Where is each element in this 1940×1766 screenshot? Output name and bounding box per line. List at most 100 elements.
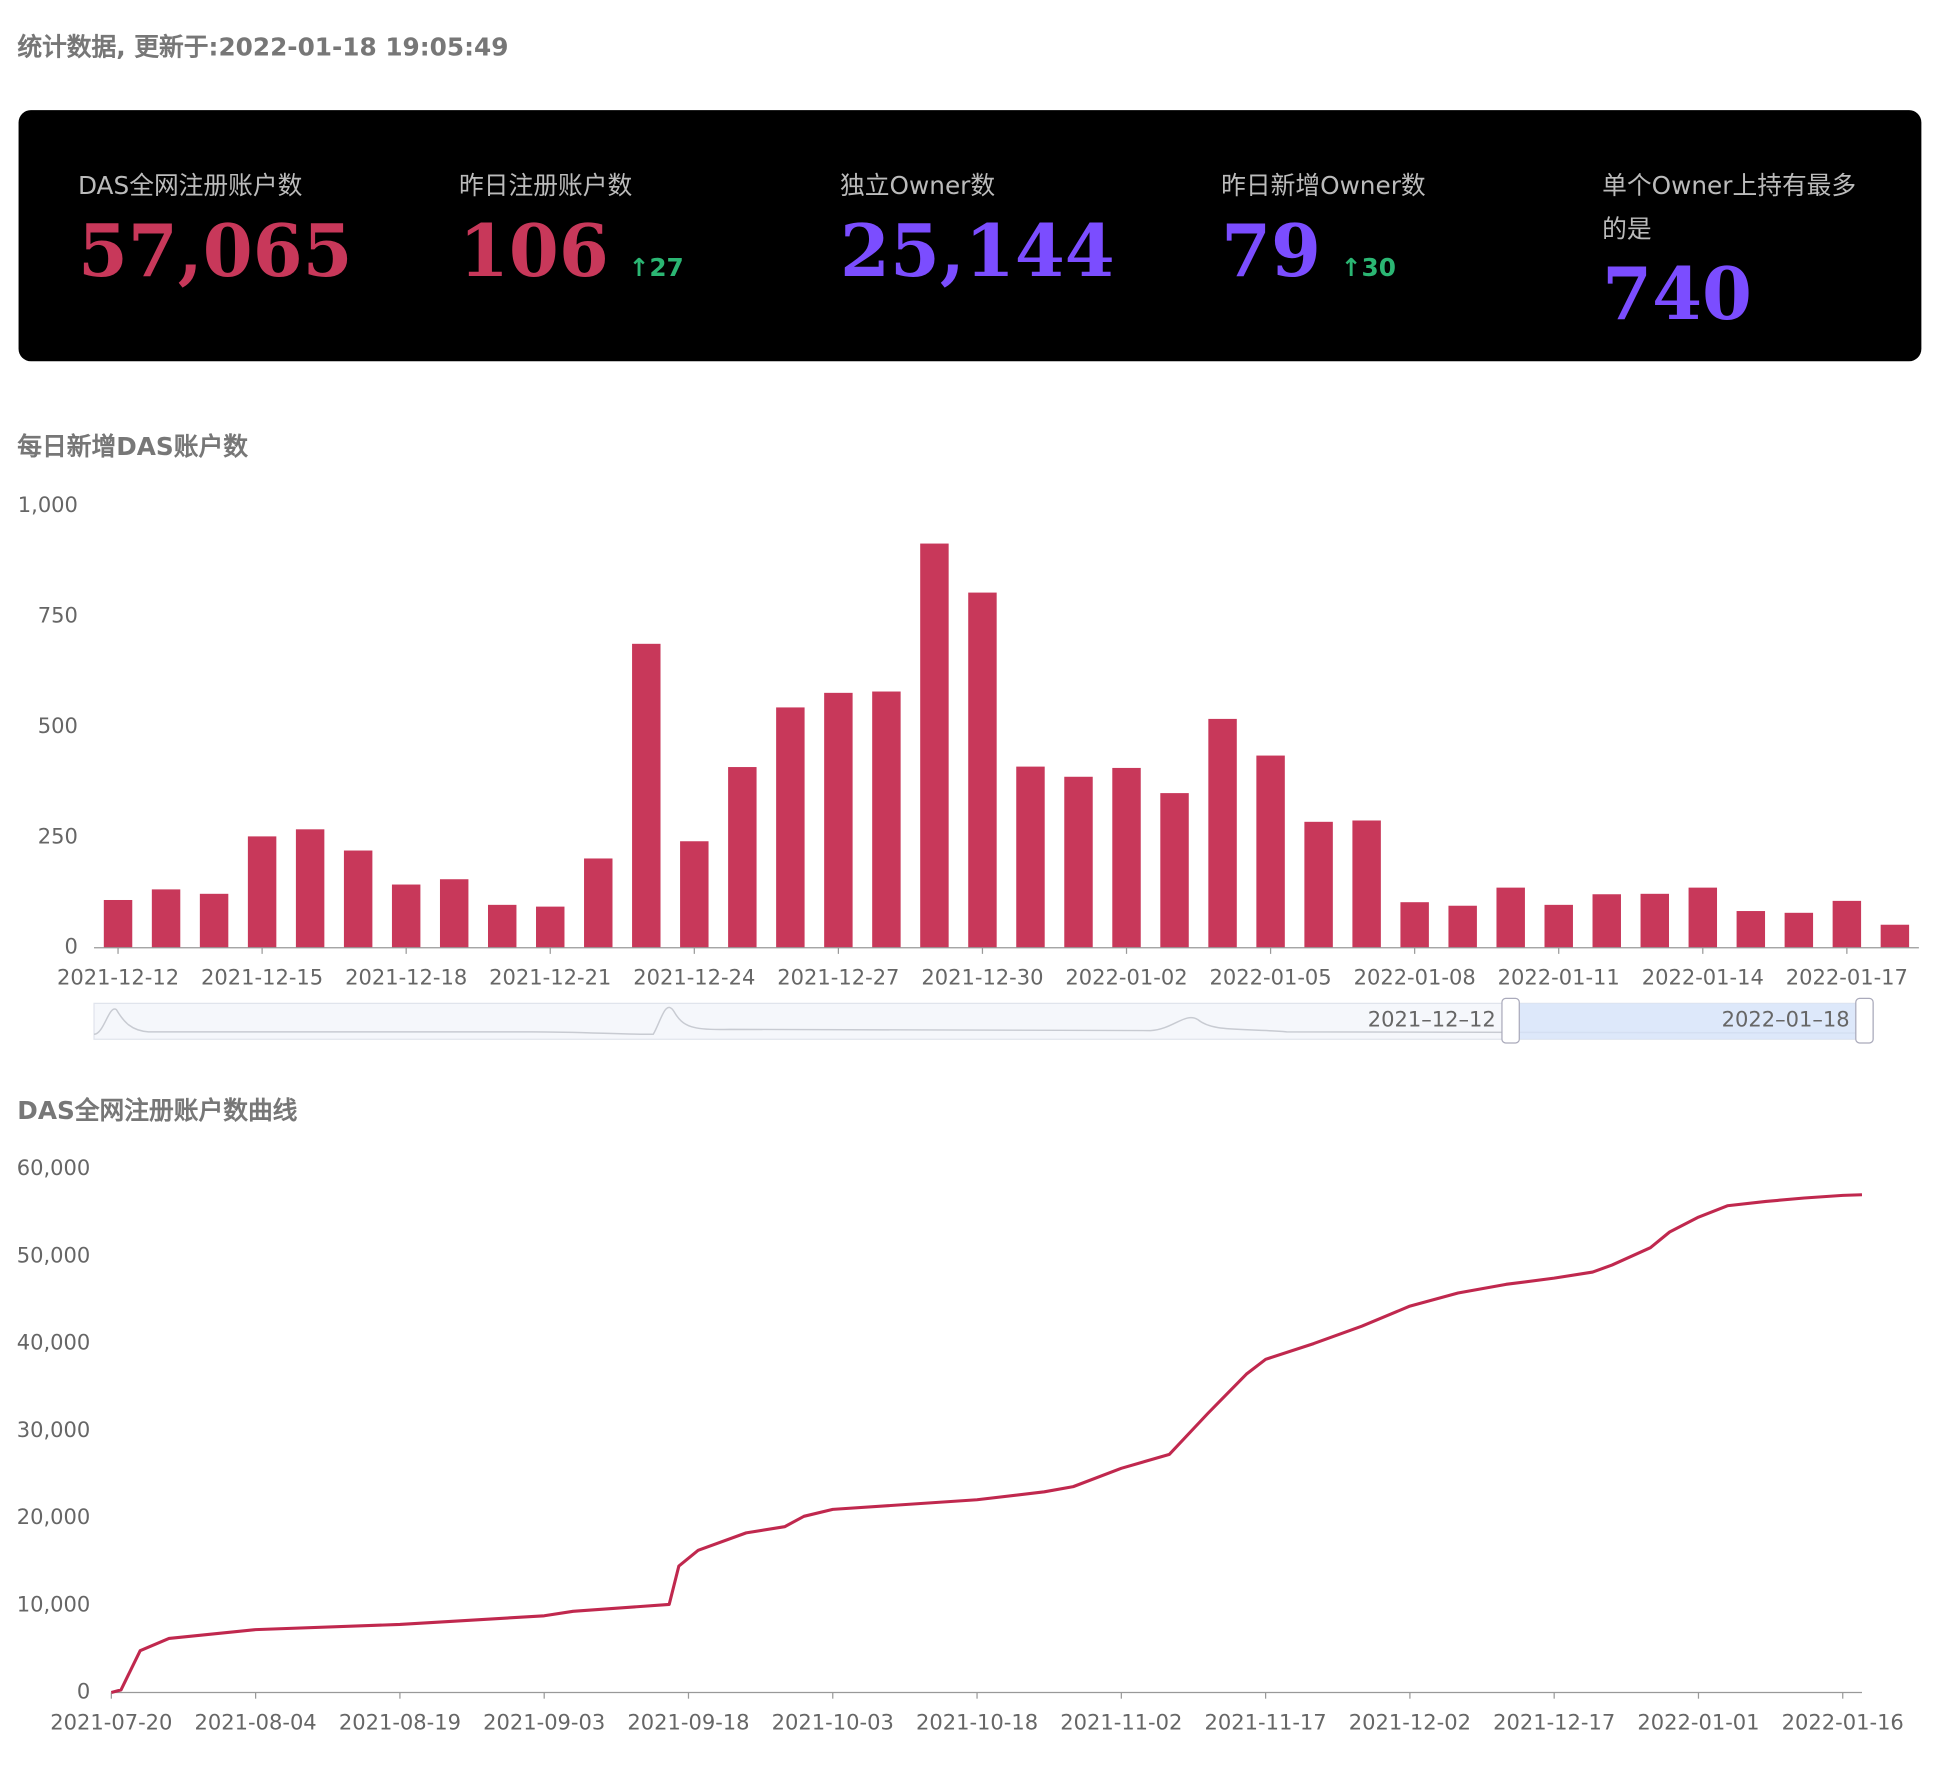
y-tick-label: 50,000 (17, 1242, 91, 1267)
bar (1400, 902, 1429, 948)
stat-value: 79 (1221, 209, 1321, 294)
x-tick-label: 2021-08-19 (339, 1709, 461, 1734)
y-tick-label: 40,000 (17, 1330, 91, 1355)
stat-card: 独立Owner数 25,144 (840, 165, 1115, 295)
x-tick-label: 2021-12-27 (777, 965, 899, 990)
stat-row: 106 ↑27 (459, 208, 731, 295)
stat-label: 昨日注册账户数 (459, 170, 633, 201)
line (110, 1193, 1863, 1694)
bar (1592, 894, 1621, 948)
bar (584, 858, 613, 948)
bar (1448, 905, 1477, 948)
bar (536, 906, 565, 948)
x-tick-label: 2021-12-17 (1493, 1709, 1615, 1734)
stat-card: 单个Owner上持有最多的是 740 (1602, 165, 1874, 338)
zoom-selection[interactable] (1510, 1003, 1865, 1040)
chart-title: DAS全网注册账户数曲线 (17, 1096, 297, 1125)
y-tick-label: 750 (38, 602, 78, 627)
x-tick-label: 2021-07-20 (50, 1709, 172, 1734)
stat-row: 57,065 (77, 208, 353, 295)
bar (1832, 900, 1862, 948)
x-tick-label: 2021-08-04 (195, 1709, 317, 1734)
y-tick-label: 10,000 (17, 1591, 91, 1616)
stat-value: 106 (459, 209, 609, 294)
bar (680, 841, 709, 948)
y-tick-label: 20,000 (17, 1504, 91, 1529)
bar (487, 904, 517, 948)
stat-card: 昨日新增Owner数 79 ↑30 (1221, 165, 1493, 295)
x-tick-label: 2021-11-02 (1060, 1709, 1182, 1734)
up-arrow: ↑ (628, 252, 650, 283)
zoom-sparkline (93, 1006, 1874, 1036)
x-tick-label: 2021-12-12 (57, 965, 179, 990)
x-tick-label: 2022-01-17 (1786, 965, 1908, 990)
bar (1016, 766, 1045, 948)
bar (343, 850, 373, 948)
x-tick-label: 2021-11-17 (1205, 1709, 1327, 1734)
stat-change: 27 (649, 252, 684, 283)
stat-value: 57,065 (77, 209, 353, 294)
x-tick-label: 2022-01-08 (1354, 965, 1476, 990)
stat-label: 单个Owner上持有最多的是 (1602, 170, 1857, 244)
y-tick-label: 500 (38, 713, 78, 738)
zoom-handle[interactable] (1855, 997, 1874, 1044)
stat-card: DAS全网注册账户数 57,065 (77, 165, 353, 295)
bar (824, 692, 853, 948)
bar (1496, 887, 1525, 948)
stat-label: 昨日新增Owner数 (1221, 170, 1426, 201)
bar (728, 767, 757, 948)
bar (1064, 776, 1093, 948)
x-tick-label: 2021-10-03 (772, 1709, 894, 1734)
chart-title: 每日新增DAS账户数 (17, 432, 248, 461)
stat-label: DAS全网注册账户数 (77, 170, 303, 201)
stat-row: 79 ↑30 (1221, 208, 1493, 295)
bar (439, 879, 469, 948)
x-tick-label: 2022-01-11 (1498, 965, 1620, 990)
x-tick-label: 2021-12-30 (921, 965, 1043, 990)
bar (1352, 820, 1381, 948)
x-tick-label: 2021-09-18 (627, 1709, 749, 1734)
bar (632, 643, 661, 948)
x-tick-label: 2022-01-14 (1642, 965, 1764, 990)
x-tick-label: 2021-10-18 (916, 1709, 1038, 1734)
bar (391, 884, 421, 948)
bar (1160, 793, 1189, 948)
y-tick-label: 0 (65, 934, 78, 959)
bar (920, 543, 949, 948)
zoom-label: 2021–12–12 (1368, 1007, 1496, 1032)
x-tick-label: 2021-12-18 (345, 965, 467, 990)
y-tick-label: 250 (38, 823, 78, 848)
zoom-handle[interactable] (1501, 997, 1520, 1044)
bar (151, 889, 181, 948)
stats-panel: DAS全网注册账户数 57,065 昨日注册账户数 106 ↑27 独立Owner数 25,… (18, 110, 1922, 362)
stat-value: 25,144 (840, 209, 1115, 294)
y-tick-label: 30,000 (17, 1417, 91, 1442)
bar (1304, 821, 1333, 948)
x-tick-label: 2021-12-24 (633, 965, 755, 990)
x-tick-label: 2022-01-16 (1782, 1709, 1904, 1734)
x-tick-label: 2022-01-02 (1065, 965, 1187, 990)
x-tick-label: 2022-01-01 (1637, 1709, 1759, 1734)
header-title: 统计数据, 更新于:2022-01-18 19:05:49 (17, 32, 509, 62)
bar (968, 592, 997, 948)
bar (1256, 755, 1285, 948)
x-tick-label: 2021-09-03 (483, 1709, 605, 1734)
bar (872, 691, 901, 948)
stat-row: 740 (1602, 251, 1874, 338)
stat-label: 独立Owner数 (840, 170, 996, 201)
x-tick-label: 2021-12-15 (201, 965, 323, 990)
bar (103, 899, 133, 948)
bar (1736, 911, 1766, 948)
bar (1208, 718, 1237, 948)
y-tick-label: 1,000 (18, 492, 78, 517)
bar (776, 707, 805, 948)
zoom-label: 2022–01–18 (1722, 1007, 1850, 1032)
y-tick-label: 0 (77, 1678, 90, 1703)
stat-value: 740 (1602, 252, 1752, 337)
stat-change: 30 (1361, 252, 1396, 283)
up-arrow: ↑ (1340, 252, 1362, 283)
bar (1880, 924, 1910, 948)
